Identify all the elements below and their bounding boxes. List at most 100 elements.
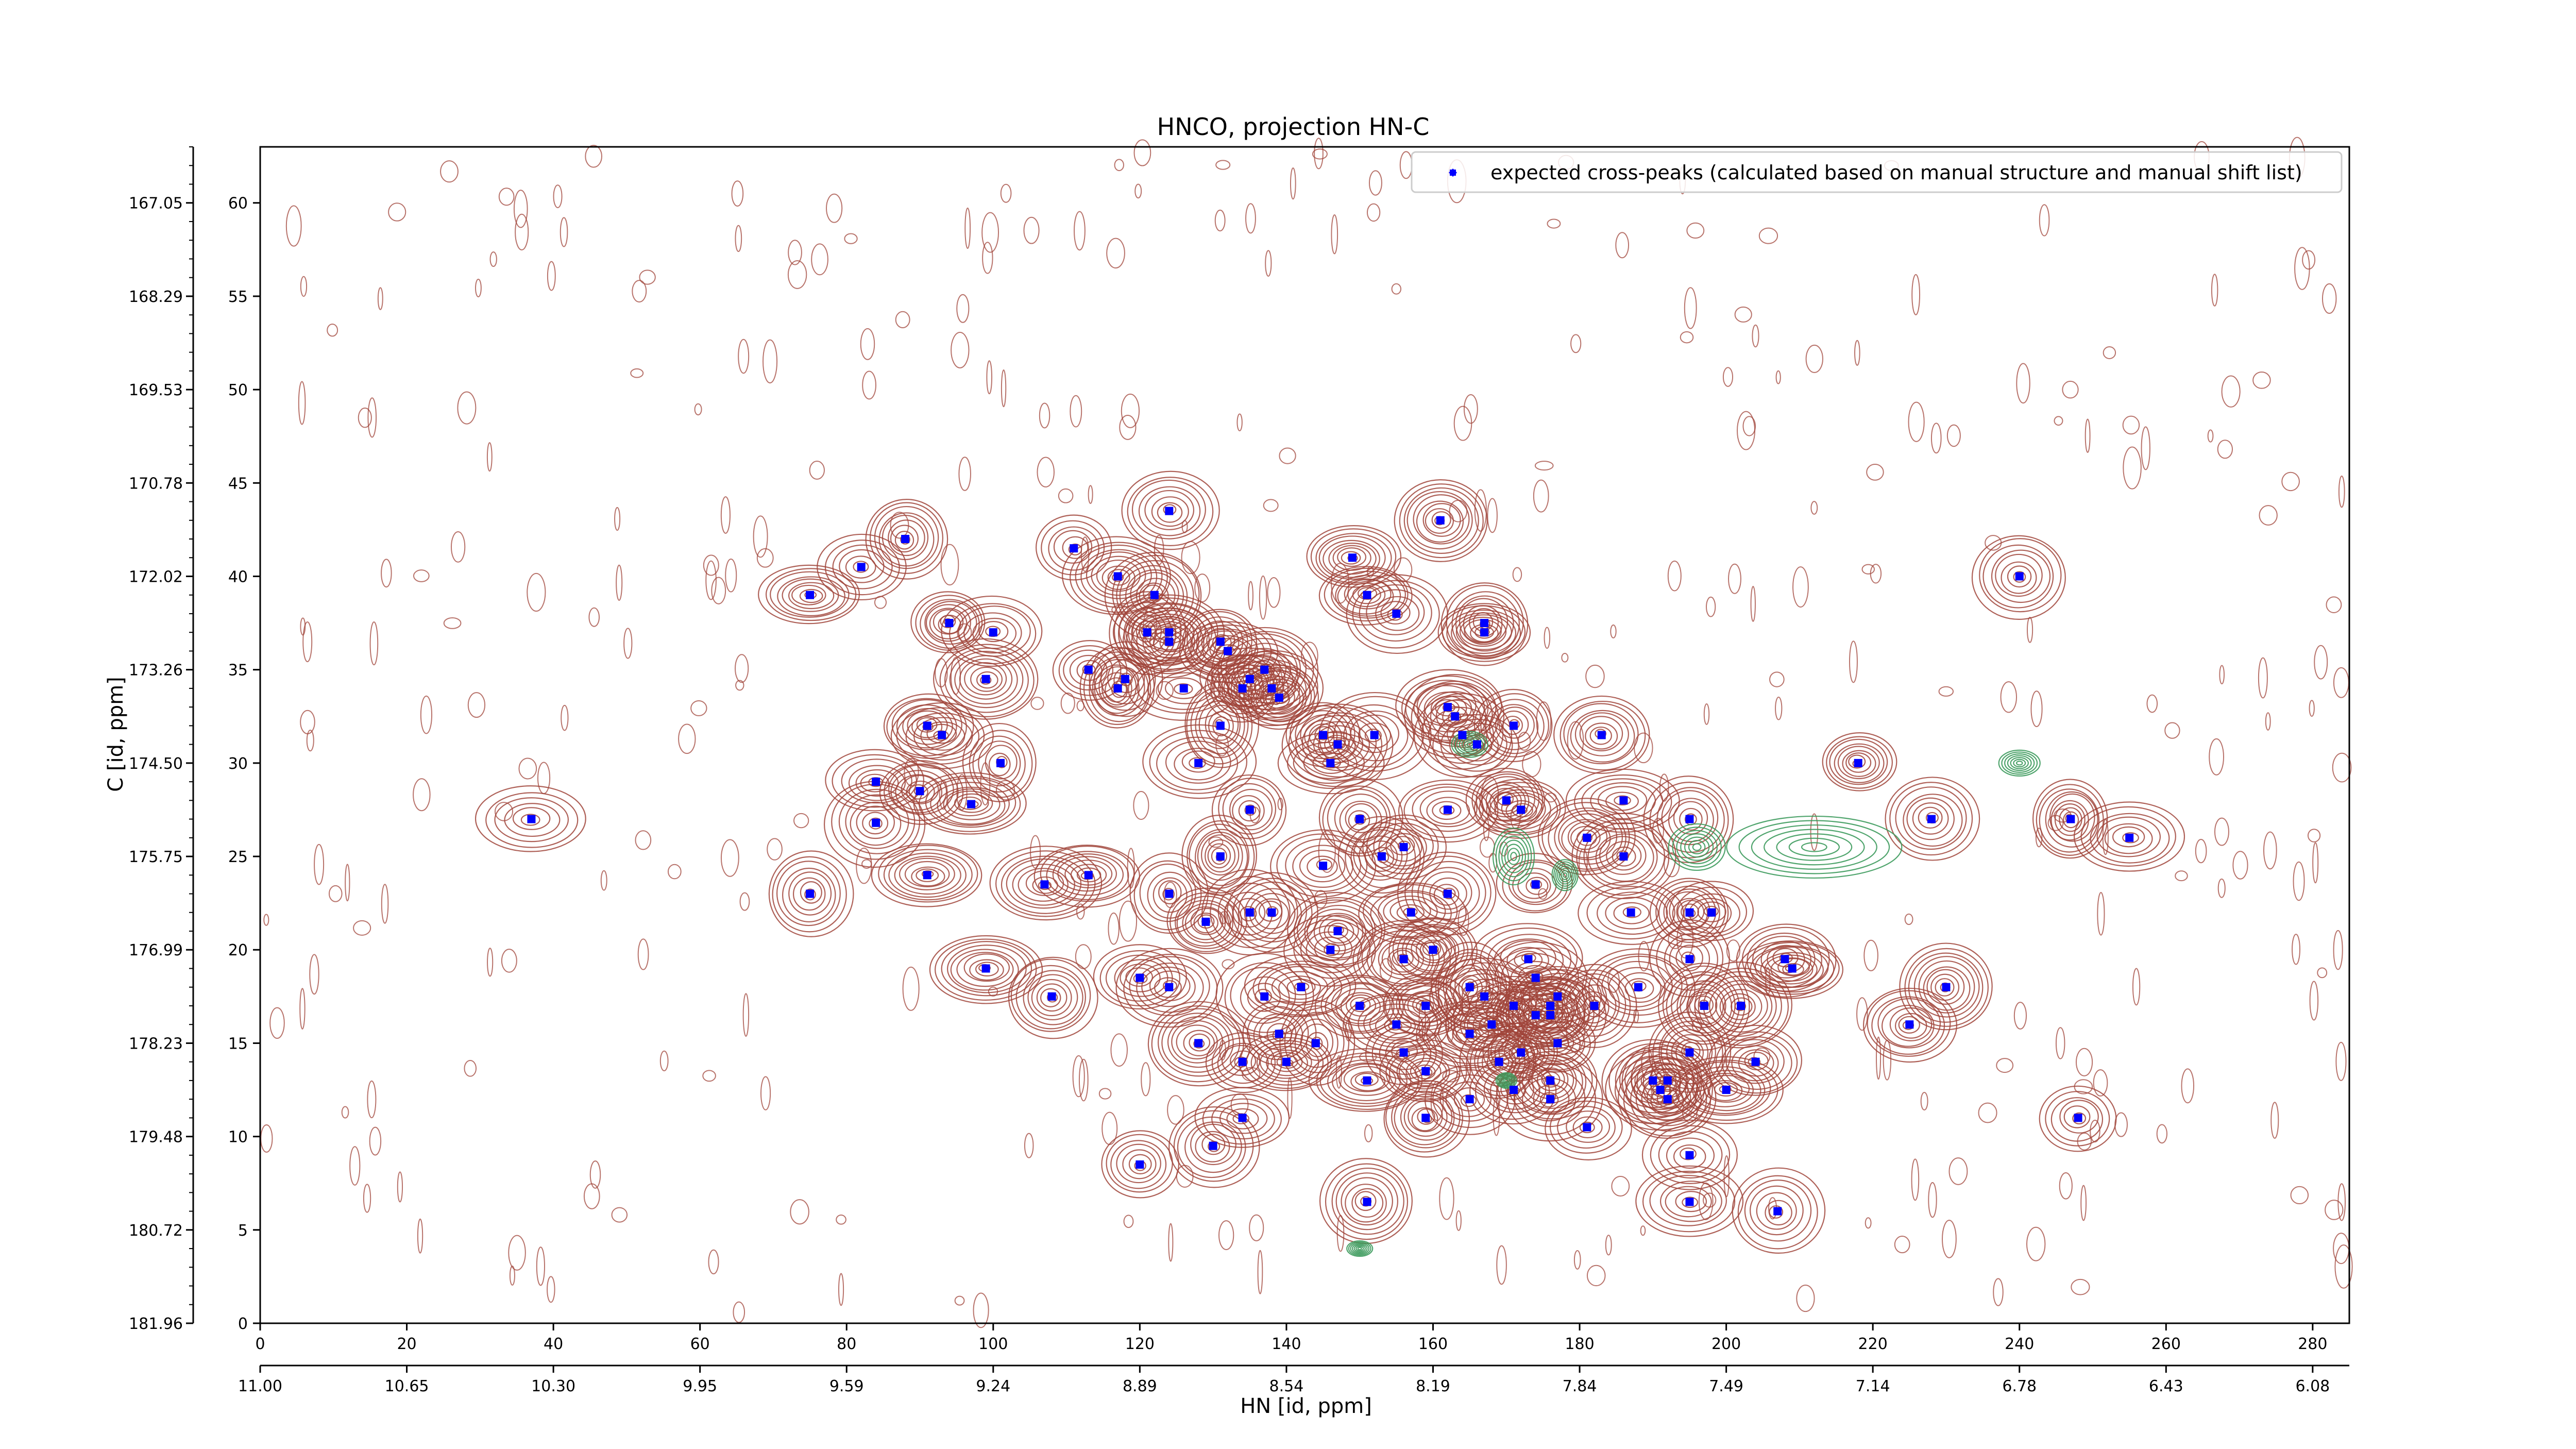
- hn-tick-label: 10.30: [531, 1377, 575, 1395]
- noise-contour: [2294, 247, 2310, 290]
- contour-ring: [1132, 615, 1162, 648]
- contour-ring: [1158, 880, 1182, 904]
- contour-ring: [1375, 596, 1420, 631]
- noise-contour: [1222, 959, 1235, 970]
- cross-peak-marker: [857, 563, 866, 571]
- cross-peak-marker: [1245, 675, 1254, 683]
- cross-peak-marker: [1406, 908, 1415, 917]
- contour-ring: [1359, 584, 1432, 642]
- contour-ring: [1453, 1087, 1485, 1111]
- contour-ring: [1411, 931, 1456, 966]
- contour-ring: [1400, 1093, 1453, 1141]
- contour-ring: [1417, 1108, 1435, 1125]
- contour-ring: [1837, 746, 1880, 780]
- hn-tick-label: 8.89: [1123, 1377, 1157, 1395]
- cross-peak-marker: [1480, 992, 1489, 1001]
- noise-contour: [2175, 870, 2188, 882]
- noise-contour: [1573, 1250, 1581, 1270]
- noise-contour: [1876, 1036, 1882, 1080]
- y-tick-label: 15: [228, 1035, 248, 1053]
- noise-contour: [1753, 1047, 1771, 1065]
- contour-ring: [969, 959, 1004, 981]
- noise-contour: [1366, 203, 1381, 222]
- noise-contour: [1993, 1278, 2004, 1306]
- noise-contour: [895, 311, 910, 328]
- contour-ring: [2050, 1097, 2104, 1142]
- negative-contour: [1551, 859, 1579, 891]
- contour-ring: [950, 949, 1019, 991]
- contour-ring: [845, 555, 876, 579]
- contour-ring: [1537, 1067, 1565, 1091]
- contour-ring: [1136, 963, 1204, 1013]
- contour-ring: [1826, 736, 1893, 789]
- contour-ring: [1115, 948, 1224, 1028]
- contour-ring: [1731, 997, 1753, 1016]
- noise-contour: [560, 217, 568, 247]
- contour-ring: [941, 941, 1032, 997]
- contour-ring: [2072, 1112, 2087, 1125]
- contour-ring: [1139, 863, 1196, 922]
- contour-ring: [1650, 1086, 1684, 1115]
- contour-ring: [1036, 514, 1112, 581]
- contour-ring: [1219, 1103, 1268, 1134]
- noise-contour: [1118, 900, 1138, 942]
- contour-ring: [1271, 971, 1328, 1003]
- contour-ring: [1385, 1037, 1425, 1070]
- c-tick-label: 178.23: [129, 1035, 183, 1053]
- contour-ring: [1549, 1100, 1623, 1154]
- contour-ring: [1186, 687, 1253, 765]
- noise-contour: [762, 339, 778, 384]
- noise-contour: [397, 1171, 403, 1203]
- contour-ring: [1587, 828, 1658, 886]
- contour-ring: [2090, 813, 2170, 864]
- cross-peak-marker: [996, 759, 1005, 767]
- noise-contour: [1652, 818, 1664, 844]
- contour-ring: [1991, 549, 2051, 603]
- noise-contour: [1752, 324, 1759, 348]
- contour-ring: [930, 782, 1010, 826]
- cross-peak-marker: [1326, 759, 1335, 767]
- contour-ring: [1345, 803, 1378, 833]
- noise-contour: [1544, 627, 1551, 649]
- noise-contour: [1430, 1081, 1444, 1121]
- contour-ring: [1118, 597, 1218, 665]
- noise-contour: [1463, 394, 1478, 424]
- contour-ring: [1157, 1008, 1241, 1077]
- noise-contour: [637, 938, 649, 970]
- contour-ring: [1325, 1163, 1409, 1240]
- contour-ring: [1648, 1012, 1732, 1093]
- contour-ring: [1240, 906, 1257, 922]
- noise-contour: [381, 884, 389, 924]
- cross-peak-marker: [938, 731, 946, 739]
- noise-contour: [1750, 586, 1756, 622]
- contour-ring: [1403, 783, 1490, 838]
- contour-ring: [1752, 935, 1816, 983]
- contour-ring: [1238, 881, 1307, 942]
- contour-ring: [1622, 906, 1641, 918]
- contour-ring: [1669, 881, 1754, 941]
- contour-ring: [2045, 791, 2098, 848]
- noise-contour: [1367, 566, 1374, 578]
- cross-peak-marker: [916, 787, 924, 796]
- contour-ring: [1406, 491, 1473, 550]
- contour-ring: [1337, 547, 1367, 567]
- contour-ring: [1930, 973, 1960, 1001]
- contour-ring: [1139, 582, 1169, 610]
- contour-ring: [1679, 807, 1703, 831]
- noise-contour: [1111, 604, 1129, 615]
- noise-contour: [739, 892, 750, 911]
- contour-ring: [1641, 1119, 1738, 1190]
- contour-ring: [1373, 822, 1434, 870]
- cross-peak-marker: [1465, 983, 1474, 991]
- noise-contour: [950, 656, 961, 695]
- contour-ring: [1422, 941, 1442, 956]
- contour-ring: [1318, 566, 1413, 626]
- noise-contour: [2325, 1200, 2344, 1220]
- negative-contour: [1507, 848, 1520, 865]
- contour-ring: [1570, 710, 1635, 763]
- contour-ring: [853, 561, 869, 573]
- cross-peak-marker: [1275, 694, 1283, 702]
- noise-contour: [2265, 712, 2271, 731]
- noise-contour: [467, 692, 486, 718]
- contour-ring: [1650, 1125, 1731, 1184]
